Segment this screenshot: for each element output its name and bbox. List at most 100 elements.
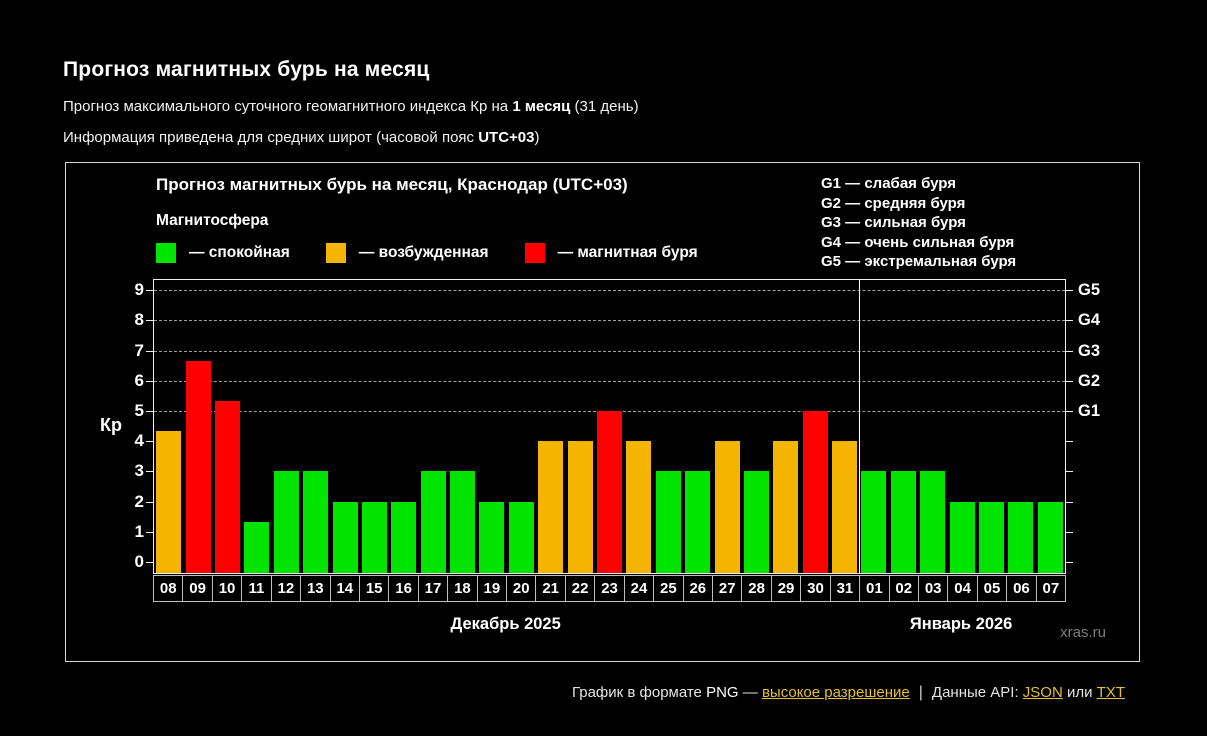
day-label-cell: 14 <box>329 575 360 602</box>
legend-swatch-storm <box>524 243 545 263</box>
day-label-cell: 11 <box>241 575 272 602</box>
legend-item-excited: — возбужденная <box>325 243 489 263</box>
right-axis-tick-5 <box>1066 411 1073 412</box>
storm-scale-line-g5: G5 — экстремальная буря <box>821 253 1017 271</box>
legend-swatch-excited <box>325 243 346 263</box>
day-label-cell: 29 <box>770 575 802 602</box>
y-axis-title: Кр <box>100 415 122 435</box>
info-suffix: ) <box>534 129 540 146</box>
right-axis-tick-2 <box>1066 501 1073 503</box>
day-label-cell: 17 <box>417 575 449 602</box>
storm-scale-line-g2: G2 — средняя буря <box>821 194 966 212</box>
kp-bar-day-25 <box>655 471 681 573</box>
day-label-cell: 15 <box>358 575 390 602</box>
day-label-cell: 25 <box>653 575 684 602</box>
day-label-cell: 16 <box>388 575 419 602</box>
kp-bar-day-01 <box>861 471 887 573</box>
right-axis-label-G1: G1 <box>1078 402 1101 420</box>
plot-area <box>153 279 1066 574</box>
day-label-cell: 27 <box>712 575 743 602</box>
day-label-cell: 28 <box>741 575 772 602</box>
kp-bar-day-31 <box>832 441 858 573</box>
kp-bar-day-29 <box>773 441 799 573</box>
kp-bar-day-15 <box>361 501 387 573</box>
footer-or-text: или <box>1062 684 1097 701</box>
txt-link[interactable]: TXT <box>1096 684 1125 701</box>
kp-bar-day-03 <box>920 471 946 573</box>
legend-swatch-quiet <box>156 243 176 263</box>
day-label-cell: 30 <box>800 575 831 602</box>
y-axis-label-8: 8 <box>134 310 144 330</box>
day-label-cell: 13 <box>300 575 331 602</box>
page-header: Прогноз магнитных бурь на месяц Прогноз … <box>63 58 1207 146</box>
day-label-cell: 20 <box>506 575 537 602</box>
day-label-cell: 10 <box>211 575 243 602</box>
day-label-cell: 01 <box>859 575 890 602</box>
kp-bar-day-26 <box>685 471 711 573</box>
kp-bar-day-13 <box>303 471 329 573</box>
x-axis-day-strip: 08 09 10 11 12 13 14 15 16 17 18 19 20 21 22 23 24 25 26 27… <box>153 575 1067 602</box>
footer-dash: — <box>738 684 762 701</box>
kp-bar-day-17 <box>420 471 446 573</box>
legend-item-quiet: — спокойная <box>156 243 290 263</box>
subtitle-suffix: (31 день) <box>570 98 639 115</box>
kp-bar-day-12 <box>273 471 299 573</box>
info-bold: UTC+03 <box>478 129 535 146</box>
kp-bar-day-28 <box>743 471 769 573</box>
right-axis-label-G4: G4 <box>1078 311 1101 330</box>
kp-bar-day-02 <box>890 471 916 573</box>
right-axis-tick-9 <box>1066 290 1073 292</box>
storm-scale-line-g3: G3 — сильная буря <box>821 214 966 232</box>
day-label-cell: 23 <box>594 575 625 602</box>
y-axis-label-2: 2 <box>134 491 144 511</box>
legend-label-excited: — возбужденная <box>358 244 489 261</box>
y-axis-tick-0 <box>146 562 153 563</box>
forecast-chart-panel: Прогноз магнитных бурь на месяц, Краснод… <box>65 162 1140 662</box>
kp-bar-day-07 <box>1037 501 1063 573</box>
y-axis-label-6: 6 <box>134 370 144 390</box>
subtitle-bold: 1 месяц <box>512 98 571 115</box>
y-axis-tick-1 <box>146 531 153 533</box>
y-axis-label-1: 1 <box>134 521 144 541</box>
kp-bar-day-04 <box>949 501 975 573</box>
chart-legend: — спокойная — возбужденная — магнитная бур… <box>156 243 734 263</box>
y-axis-label-0: 0 <box>134 552 144 571</box>
page-subtitle: Прогноз максимального суточного геомагни… <box>63 98 1207 115</box>
day-label-cell: 12 <box>270 575 302 602</box>
day-label-cell: 06 <box>1006 575 1037 602</box>
kp-bar-day-20 <box>508 501 534 573</box>
day-label-cell: 31 <box>829 575 861 602</box>
day-label-cell: 05 <box>976 575 1008 602</box>
y-axis-tick-3 <box>146 471 153 473</box>
y-axis-label-5: 5 <box>134 401 144 420</box>
storm-scale-line-g4: G4 — очень сильная буря <box>821 233 1015 251</box>
footer-api-text: Данные API: <box>931 684 1023 701</box>
kp-bar-day-10 <box>214 401 240 573</box>
gridline-kp-7 <box>154 350 1065 352</box>
legend-item-storm: — магнитная буря <box>524 243 698 263</box>
hires-link[interactable]: высокое разрешение <box>761 684 910 701</box>
page-info-line: Информация приведена для средних широт (… <box>63 129 1207 146</box>
right-axis-tick-3 <box>1066 471 1073 473</box>
day-label-cell: 09 <box>182 575 213 602</box>
kp-bar-day-23 <box>597 411 622 573</box>
legend-label-storm: — магнитная буря <box>557 244 698 261</box>
kp-bar-day-06 <box>1008 501 1034 573</box>
right-axis-tick-8 <box>1066 320 1073 322</box>
gridline-kp-8 <box>154 320 1065 322</box>
kp-bar-day-24 <box>626 441 652 573</box>
day-label-cell: 19 <box>476 575 508 602</box>
kp-bar-day-14 <box>332 501 358 573</box>
kp-bar-day-05 <box>979 501 1005 573</box>
kp-bar-day-18 <box>450 471 476 573</box>
y-axis-tick-2 <box>146 501 153 503</box>
y-axis-label-4: 4 <box>134 431 144 451</box>
chart-title: Прогноз магнитных бурь на месяц, Краснод… <box>156 175 628 194</box>
day-label-cell: 04 <box>947 575 978 602</box>
y-axis-tick-6 <box>146 380 153 382</box>
kp-bar-day-11 <box>244 521 270 573</box>
gridline-kp-6 <box>154 380 1065 382</box>
right-axis-label-G2: G2 <box>1078 371 1101 390</box>
y-axis-tick-8 <box>146 320 153 322</box>
json-link[interactable]: JSON <box>1022 684 1063 701</box>
